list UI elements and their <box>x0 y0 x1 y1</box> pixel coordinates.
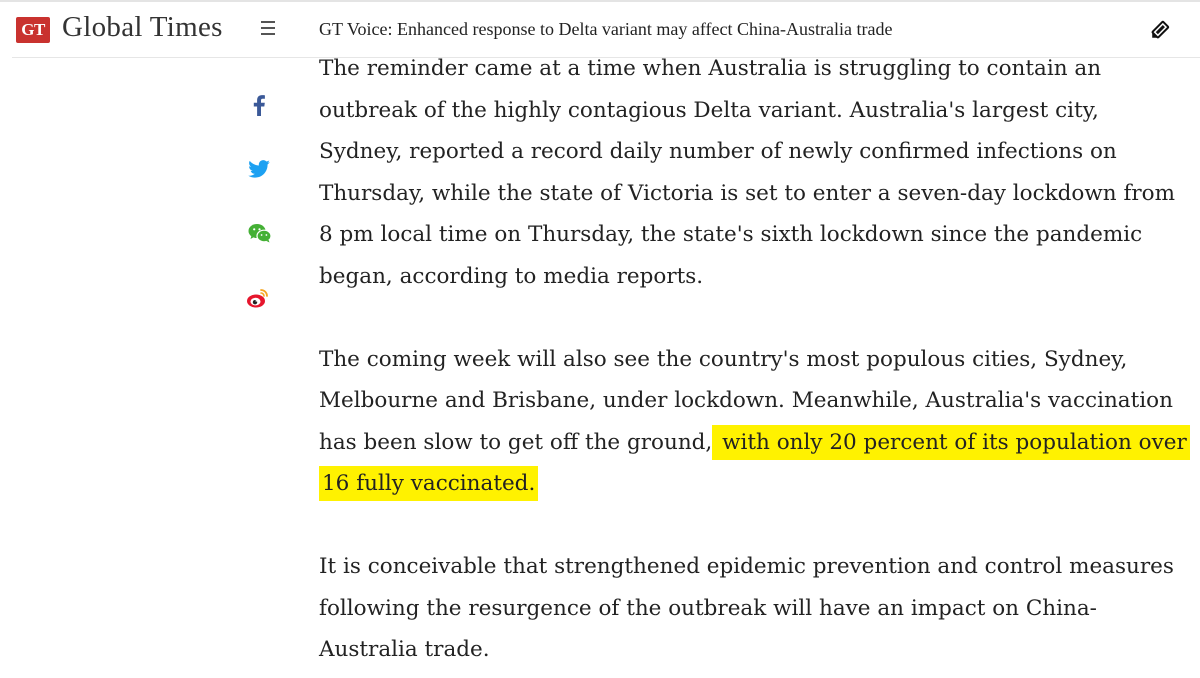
weibo-icon[interactable] <box>246 287 270 313</box>
paragraph-line: following the resurgence of the outbreak… <box>319 595 1097 621</box>
paragraph-line: It is conceivable that strengthened epid… <box>319 554 1174 579</box>
article-paragraph: It is conceivable that strengthened epid… <box>319 546 1174 671</box>
site-header: GT Global Times GT Voice: Enhanced respo… <box>0 0 1200 58</box>
article-paragraph: The reminder came at a time when Austral… <box>319 48 1175 297</box>
paragraph-line: Australia trade. <box>319 637 490 662</box>
highlighted-text: 16 fully vaccinated. <box>319 466 539 501</box>
site-logo-text[interactable]: Global Times <box>62 11 223 43</box>
paragraph-line: outbreak of the highly contagious Delta … <box>319 97 1099 123</box>
article-paragraph: The coming week will also see the countr… <box>319 339 1190 505</box>
wechat-icon[interactable] <box>248 223 272 247</box>
paragraph-line: The coming week will also see the countr… <box>319 346 1128 372</box>
paragraph-line: began, according to media reports. <box>319 263 704 289</box>
gt-logo-badge[interactable]: GT <box>16 17 50 43</box>
facebook-icon[interactable] <box>252 94 266 120</box>
top-border <box>0 0 1200 2</box>
paragraph-line: 8 pm local time on Thursday, the state's… <box>319 222 1143 247</box>
article-body: The reminder came at a time when Austral… <box>319 48 1190 671</box>
paragraph-line: Thursday, while the state of Victoria is… <box>319 180 1176 206</box>
highlighted-text: with only 20 percent of its population o… <box>712 424 1190 460</box>
paragraph-line: has been slow to get off the ground, <box>319 429 713 455</box>
article-headline: GT Voice: Enhanced response to Delta var… <box>319 19 893 39</box>
paragraph-line: Sydney, reported a record daily number o… <box>319 139 1117 164</box>
twitter-icon[interactable] <box>248 160 270 182</box>
pencil-icon[interactable] <box>1148 18 1172 42</box>
header-divider <box>12 57 1200 58</box>
hamburger-menu-icon[interactable] <box>261 21 275 37</box>
paragraph-line: The reminder came at a time when Austral… <box>319 56 1102 81</box>
paragraph-line: Melbourne and Brisbane, under lockdown. … <box>319 388 1173 413</box>
